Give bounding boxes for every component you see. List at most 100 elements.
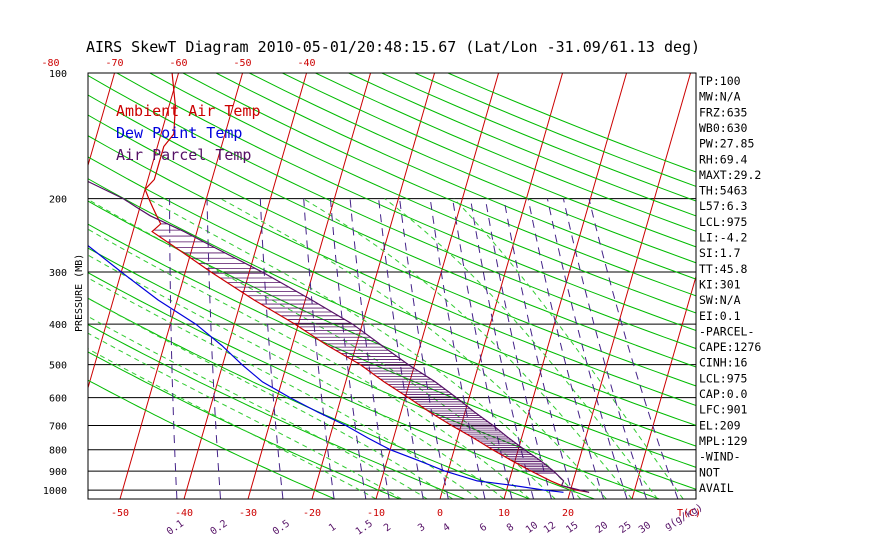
isotherm-line — [824, 73, 870, 499]
legend-dew-point-temp: Dew Point Temp — [116, 124, 242, 142]
isotherm-line — [631, 274, 696, 499]
pressure-tick-label: 300 — [49, 268, 67, 279]
mixing-ratio-tick-label: 12 — [542, 520, 558, 536]
dry-adiabat-line — [88, 379, 335, 499]
index-entry: MW:N/A — [699, 90, 741, 104]
dry-adiabat-line — [182, 73, 696, 297]
mixing-ratio-line — [562, 198, 647, 499]
mixing-ratio-line — [329, 198, 367, 499]
dry-adiabat-line — [215, 73, 696, 280]
dry-adiabat-line — [88, 156, 696, 426]
index-entry: NOT — [699, 465, 720, 479]
isotherm-line — [183, 73, 308, 499]
dry-adiabat-line — [282, 73, 696, 248]
thermodynamic-grid — [88, 73, 870, 499]
mixing-ratio-line — [206, 198, 221, 499]
dry-adiabat-line — [88, 135, 696, 407]
index-entry: CAP:0.0 — [699, 387, 748, 401]
pressure-tick-label: 100 — [49, 69, 67, 80]
mixing-ratio-tick-label: 15 — [564, 520, 580, 536]
index-entry: LI:-4.2 — [699, 231, 747, 245]
index-entry: LCL:975 — [699, 215, 747, 229]
index-entry: LFC:901 — [699, 403, 748, 417]
index-entry: PW:27.85 — [699, 137, 754, 151]
index-entry: EI:0.1 — [699, 309, 741, 323]
index-entry: L57:6.3 — [699, 199, 748, 213]
moist-adiabat-line — [147, 198, 582, 499]
plot-frame — [87, 72, 697, 500]
bottom-temperature-tick-label: -10 — [367, 508, 385, 519]
index-entry: MAXT:29.2 — [699, 168, 761, 182]
index-entry: TT:45.8 — [699, 262, 748, 276]
dry-adiabat-line — [149, 73, 696, 314]
bottom-temperature-tick-label: 10 — [498, 508, 510, 519]
pressure-tick-label: 700 — [49, 422, 67, 433]
isotherm-line — [247, 73, 372, 499]
mixing-ratio-line — [470, 198, 534, 499]
index-entry: MPL:129 — [699, 434, 748, 448]
x-axis-unit-label: T(C) — [677, 508, 701, 519]
mixing-ratio-tick-label: 4 — [441, 522, 452, 534]
isotherm-line — [311, 73, 436, 499]
mixing-ratio-line — [484, 198, 552, 499]
dry-adiabat-line — [88, 178, 696, 447]
mixing-ratio-tick-label: 8 — [505, 522, 516, 534]
moist-adiabat-line — [453, 198, 684, 499]
mixing-ratio-tick-label: 30 — [637, 520, 653, 536]
mixing-ratio-line — [169, 198, 178, 499]
mixing-ratio-tick-label: 20 — [594, 520, 610, 536]
dry-adiabat-line — [88, 247, 660, 499]
mixing-ratio-tick-label: 1.5 — [354, 518, 375, 537]
mixing-ratio-tick-label: 2 — [382, 522, 393, 534]
moist-adiabat-line — [88, 332, 402, 499]
pressure-tick-label: 1000 — [43, 486, 67, 497]
pressure-tick-label: 500 — [49, 361, 67, 372]
bottom-temperature-axis: -50 -40 -30 -20 -10 0 10 20 — [111, 508, 574, 519]
index-entry: LCL:975 — [699, 371, 747, 385]
top-temperature-tick-label: -40 — [298, 58, 316, 69]
index-entry: WB0:630 — [699, 121, 748, 135]
index-entry: TP:100 — [699, 74, 741, 88]
pressure-tick-label: 600 — [49, 394, 67, 405]
isotherm-line — [439, 73, 564, 499]
moist-adiabat-line — [88, 297, 454, 499]
index-entry: EL:209 — [699, 418, 741, 432]
index-entry: RH:69.4 — [699, 152, 748, 166]
index-entry: KI:301 — [699, 277, 741, 291]
top-temperature-tick-label: -50 — [234, 58, 252, 69]
dry-adiabat-line — [88, 74, 696, 350]
index-entry: FRZ:635 — [699, 105, 747, 119]
index-entry: -WIND- — [699, 450, 741, 464]
pressure-tick-label: 400 — [49, 320, 67, 331]
index-entry: TH:5463 — [699, 184, 748, 198]
bottom-temperature-tick-label: -40 — [175, 508, 193, 519]
index-entry: SI:1.7 — [699, 246, 741, 260]
pressure-tick-label: 800 — [49, 446, 67, 457]
isotherm-line — [88, 73, 180, 390]
index-entry: -PARCEL- — [699, 324, 754, 338]
moist-adiabat-line — [88, 277, 479, 499]
top-temperature-tick-label: -80 — [42, 58, 60, 69]
mixing-ratio-line — [259, 198, 284, 499]
legend: Ambient Air Temp Dew Point Temp Air Parc… — [116, 102, 261, 164]
legend-air-parcel-temp: Air Parcel Temp — [116, 146, 251, 164]
top-temperature-tick-label: -70 — [106, 58, 124, 69]
ambient-temperature-line — [144, 73, 590, 493]
pressure-tick-label: 200 — [49, 195, 67, 206]
y-axis-title: PRESSURE (MB) — [74, 254, 85, 332]
cape-hatching — [153, 223, 556, 474]
pressure-axis: 100 200 300 400 500 600 700 800 900 1000 — [43, 69, 67, 497]
dry-adiabat-line — [249, 73, 696, 264]
mixing-ratio-tick-label: 6 — [478, 522, 489, 534]
dry-adiabat-line — [88, 272, 595, 499]
isotherm-line — [88, 73, 116, 168]
index-entry: SW:N/A — [699, 293, 741, 307]
isotherm-line — [567, 73, 692, 499]
mixing-ratio-tick-label: 3 — [416, 522, 427, 534]
chart-title: AIRS SkewT Diagram 2010-05-01/20:48:15.6… — [86, 38, 700, 56]
dry-adiabat-line — [88, 297, 530, 499]
bottom-temperature-tick-label: -30 — [239, 508, 257, 519]
index-entry: AVAIL — [699, 481, 734, 495]
mixing-ratio-tick-label: 0.2 — [209, 518, 230, 537]
